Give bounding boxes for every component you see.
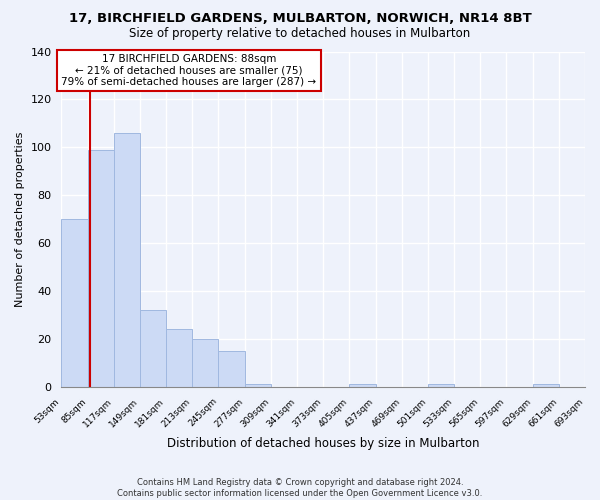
Text: Contains HM Land Registry data © Crown copyright and database right 2024.
Contai: Contains HM Land Registry data © Crown c…	[118, 478, 482, 498]
Bar	[533, 384, 559, 387]
Bar	[140, 310, 166, 387]
Bar	[88, 150, 114, 387]
Bar	[428, 384, 454, 387]
Bar	[245, 384, 271, 387]
Text: 17, BIRCHFIELD GARDENS, MULBARTON, NORWICH, NR14 8BT: 17, BIRCHFIELD GARDENS, MULBARTON, NORWI…	[68, 12, 532, 26]
Text: Size of property relative to detached houses in Mulbarton: Size of property relative to detached ho…	[130, 28, 470, 40]
X-axis label: Distribution of detached houses by size in Mulbarton: Distribution of detached houses by size …	[167, 437, 479, 450]
Bar	[114, 133, 140, 387]
Bar	[218, 351, 245, 387]
Bar	[166, 330, 193, 387]
Text: 17 BIRCHFIELD GARDENS: 88sqm
← 21% of detached houses are smaller (75)
79% of se: 17 BIRCHFIELD GARDENS: 88sqm ← 21% of de…	[61, 54, 317, 87]
Bar	[61, 219, 88, 387]
Bar	[349, 384, 376, 387]
Y-axis label: Number of detached properties: Number of detached properties	[15, 132, 25, 307]
Bar	[193, 339, 218, 387]
